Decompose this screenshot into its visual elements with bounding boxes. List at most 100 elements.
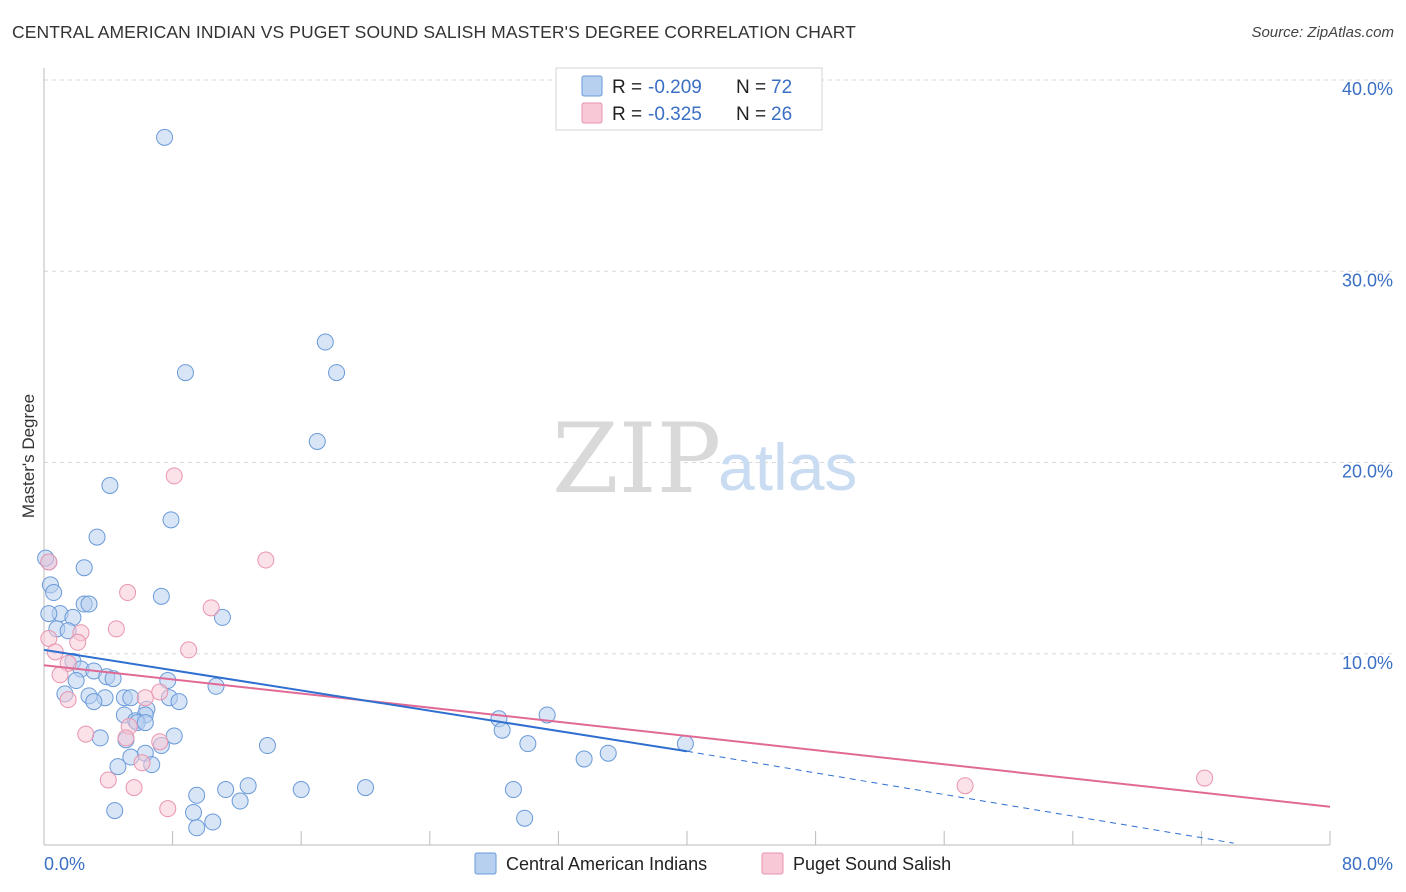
point-blue-2 <box>316 333 334 351</box>
point-blue-44 <box>493 721 511 739</box>
point-blue-69 <box>188 819 206 837</box>
bottom-legend-label-pink: Puget Sound Salish <box>793 854 951 874</box>
point-blue-50 <box>258 737 276 755</box>
point-blue-60 <box>217 781 235 799</box>
bottom-legend-swatch-pink <box>761 852 784 875</box>
point-blue-9 <box>75 559 93 577</box>
point-blue-62 <box>504 781 522 799</box>
point-blue-17 <box>213 608 231 626</box>
y-tick-label-2: 30.0% <box>1342 270 1393 290</box>
point-blue-3 <box>328 364 346 382</box>
point-blue-6 <box>162 511 180 529</box>
x-tick-label-min: 0.0% <box>44 854 85 874</box>
y-axis-label: Master's Degree <box>19 394 38 518</box>
trend-line-blue-extension <box>686 750 1234 844</box>
watermark-zip: ZIP <box>552 403 721 515</box>
point-pink-3 <box>119 584 137 602</box>
point-blue-34 <box>85 693 103 711</box>
point-blue-7 <box>88 528 106 546</box>
watermark-atlas: atlas <box>718 430 857 504</box>
point-blue-68 <box>516 809 534 827</box>
watermark: ZIP atlas <box>552 403 857 515</box>
series-legend: Central American Indians Puget Sound Sal… <box>474 852 951 875</box>
point-blue-43 <box>538 706 556 724</box>
point-blue-66 <box>184 803 202 821</box>
point-blue-46 <box>91 729 109 747</box>
legend-swatch-blue <box>581 75 603 97</box>
chart-title: CENTRAL AMERICAN INDIAN VS PUGET SOUND S… <box>12 22 856 42</box>
point-blue-1 <box>176 364 194 382</box>
point-pink-25 <box>159 800 177 818</box>
gridlines <box>44 79 1392 655</box>
point-pink-21 <box>99 771 117 789</box>
correlation-legend: R = -0.209 N = 72 R = -0.325 N = 26 <box>555 67 823 131</box>
point-pink-18 <box>117 729 135 747</box>
point-blue-54 <box>599 744 617 762</box>
y-tick-label-1: 20.0% <box>1342 462 1393 482</box>
point-blue-25 <box>67 672 85 690</box>
point-pink-5 <box>107 620 125 638</box>
legend-r-label-1: R = <box>612 77 642 98</box>
point-blue-35 <box>170 693 188 711</box>
point-pink-17 <box>77 725 95 743</box>
point-blue-45 <box>165 727 183 745</box>
point-blue-61 <box>292 781 310 799</box>
trend-line-pink <box>43 664 1331 808</box>
point-blue-11 <box>45 584 63 602</box>
point-pink-12 <box>51 666 69 684</box>
point-pink-9 <box>180 641 198 659</box>
point-pink-15 <box>59 691 77 709</box>
source-label: Source: ZipAtlas.com <box>1251 24 1394 41</box>
point-blue-24 <box>104 670 122 688</box>
legend-r-value-1: -0.209 <box>648 77 702 98</box>
legend-n-label-2: N = <box>736 104 766 125</box>
x-tick-label-max: 80.0% <box>1342 854 1393 874</box>
point-blue-48 <box>519 735 537 753</box>
axes <box>43 68 1331 846</box>
point-pink-19 <box>151 733 169 751</box>
legend-n-label-1: N = <box>736 77 766 98</box>
point-blue-14 <box>80 595 98 613</box>
series-puget-sound-salish <box>40 467 1214 818</box>
legend-n-value-2: 26 <box>771 104 792 125</box>
point-pink-4 <box>202 599 220 617</box>
trend-line-blue <box>43 648 688 753</box>
point-blue-0 <box>156 128 174 146</box>
point-pink-1 <box>257 551 275 569</box>
trend-lines <box>43 648 1331 844</box>
point-pink-22 <box>125 779 143 797</box>
point-blue-27 <box>207 677 225 695</box>
legend-swatch-pink <box>581 102 603 124</box>
y-tick-label-0: 10.0% <box>1342 653 1393 673</box>
point-blue-63 <box>188 786 206 804</box>
point-pink-24 <box>1196 769 1214 787</box>
point-blue-58 <box>239 777 257 795</box>
y-tick-label-3: 40.0% <box>1342 79 1393 99</box>
point-pink-14 <box>136 689 154 707</box>
point-pink-23 <box>956 777 974 795</box>
point-blue-59 <box>357 779 374 797</box>
bottom-legend-swatch-blue <box>474 852 497 875</box>
point-pink-8 <box>69 633 87 651</box>
legend-n-value-1: 72 <box>771 77 792 98</box>
point-pink-20 <box>133 754 151 772</box>
legend-r-value-2: -0.325 <box>648 104 702 125</box>
point-pink-13 <box>151 683 169 701</box>
bottom-legend-label-blue: Central American Indians <box>506 854 707 874</box>
point-pink-0 <box>165 467 183 485</box>
point-pink-2 <box>40 553 58 571</box>
point-blue-65 <box>106 802 124 820</box>
point-blue-57 <box>109 758 127 776</box>
point-blue-5 <box>101 476 119 494</box>
y-tick-labels: 10.0% 20.0% 30.0% 40.0% <box>1342 79 1393 673</box>
point-blue-67 <box>204 813 222 831</box>
point-blue-55 <box>575 750 593 768</box>
point-blue-71 <box>40 605 58 623</box>
point-blue-12 <box>152 587 170 605</box>
point-blue-32 <box>122 689 140 707</box>
legend-r-label-2: R = <box>612 104 642 125</box>
point-blue-4 <box>308 432 326 450</box>
point-blue-64 <box>231 792 249 810</box>
point-blue-41 <box>136 714 154 732</box>
